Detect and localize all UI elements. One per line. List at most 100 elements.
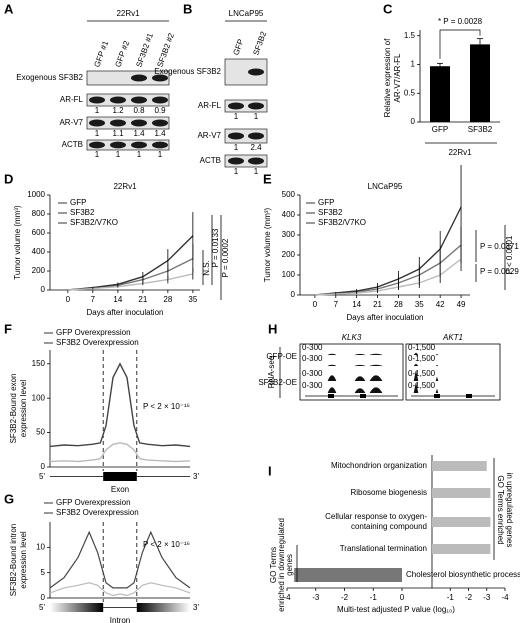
x-tick-label: 0	[66, 295, 71, 304]
band	[228, 132, 244, 140]
band	[248, 68, 264, 76]
assay-label: RNA-seq	[267, 356, 276, 388]
x-axis-label: 22Rv1	[448, 148, 472, 157]
track-box	[405, 343, 501, 401]
y-tick-label: 50	[36, 428, 45, 437]
series-line	[49, 582, 191, 597]
x-tick-label: 7	[334, 300, 339, 309]
group-label: enriched in downregulated	[277, 518, 286, 612]
quantification: 1	[254, 167, 259, 176]
panel-label: D	[4, 171, 13, 186]
legend-label: SF3B2/V7KO	[318, 218, 366, 227]
exon-box	[136, 603, 190, 612]
cell-line: LNCaP95	[229, 9, 264, 18]
band	[248, 132, 264, 140]
y-tick-label: 10	[36, 542, 45, 551]
panel-label: A	[4, 1, 14, 16]
legend-label: GFP	[318, 198, 334, 207]
panel-label: H	[268, 321, 277, 336]
band	[152, 119, 168, 127]
coverage-track	[327, 387, 383, 394]
category-label: containing compound	[351, 522, 427, 531]
category-label: Cholesterol biosynthetic process	[406, 570, 520, 579]
annotation: P = 0.0002	[221, 238, 230, 277]
row-label: AR-V7	[59, 118, 83, 127]
legend-label: GFP	[70, 198, 86, 207]
legend-label: GFP Overexpression	[56, 498, 131, 507]
y-axis-label: Tumor volume (mm³)	[13, 205, 22, 280]
lane-label: GFP	[231, 38, 245, 57]
category-label: Ribosome biogenesis	[351, 488, 428, 497]
panel-label: G	[4, 491, 14, 506]
quantification: 1	[137, 150, 142, 159]
panel-label: F	[4, 321, 12, 336]
quantification: 1	[158, 150, 163, 159]
y-tick-label: 0	[41, 285, 46, 294]
x-tick-label: 28	[163, 295, 172, 304]
x-tick-label: 35	[415, 300, 424, 309]
bar	[432, 488, 491, 498]
legend-label: SF3B2 Overexpression	[56, 508, 139, 517]
track-scale: 0-300	[302, 354, 323, 363]
legend-label: SF3B2/V7KO	[70, 218, 118, 227]
x-tick-label: 42	[436, 300, 445, 309]
sample-label: GFP-OE	[266, 352, 297, 361]
band	[110, 141, 126, 149]
y-tick-label: 500	[282, 190, 296, 199]
band	[152, 74, 168, 82]
blot-panel	[86, 116, 170, 130]
band	[228, 157, 244, 165]
y-tick-label: 1000	[27, 190, 45, 199]
y-axis-label: expression level	[19, 531, 28, 589]
lane-label: SF3B2 #2	[155, 31, 176, 68]
band	[152, 96, 168, 104]
coverage-track	[327, 353, 383, 356]
quantification: 0.8	[133, 106, 145, 115]
band	[131, 74, 147, 82]
band	[228, 102, 244, 110]
band	[131, 96, 147, 104]
series-line	[49, 362, 191, 448]
x-region-label: 3'	[193, 603, 199, 612]
y-axis-label: Relative expression of	[383, 38, 392, 117]
chart-title: 22Rv1	[113, 182, 137, 191]
exon	[328, 394, 334, 398]
annotation: P = 0.0133	[211, 228, 220, 267]
coverage-track	[413, 370, 439, 382]
quantification: 1	[234, 167, 239, 176]
y-tick-label: 100	[282, 270, 296, 279]
quantification: 1	[95, 150, 100, 159]
x-tick-label: 21	[373, 300, 382, 309]
category-label: Translational termination	[340, 544, 427, 553]
coverage-track	[327, 364, 383, 367]
gene-name: KLK3	[342, 333, 362, 342]
band	[89, 119, 105, 127]
y-tick-label: 200	[282, 250, 296, 259]
coverage-track	[413, 352, 439, 356]
chart-title: LNCaP95	[368, 182, 403, 191]
x-tick-label: 14	[352, 300, 361, 309]
annotation: P < 2 × 10⁻¹⁶	[143, 402, 190, 411]
x-tick-label: -1	[370, 593, 378, 602]
y-tick-label: 200	[32, 266, 46, 275]
quantification: 0.9	[154, 106, 166, 115]
category-label: Mitochondrion organization	[331, 461, 427, 470]
x-tick-label: -2	[465, 593, 473, 602]
row-label: Exogenous SF3B2	[154, 67, 221, 76]
coverage-track	[327, 375, 383, 382]
x-tick-label: 0	[400, 593, 405, 602]
series-line	[67, 273, 194, 291]
y-tick-label: 0.5	[404, 88, 416, 97]
band	[152, 141, 168, 149]
track-scale: 0-1,500	[408, 343, 436, 352]
band	[89, 141, 105, 149]
x-axis-label: Days after inoculation	[347, 313, 424, 322]
lane-label: SF3B2 #1	[134, 31, 155, 68]
x-tick-label: 28	[394, 300, 403, 309]
y-tick-label: 800	[32, 209, 46, 218]
y-axis-label: Tumor volume (mm³)	[263, 207, 272, 282]
track-scale: 0-300	[302, 369, 323, 378]
x-region-label: Intron	[110, 616, 130, 623]
band	[110, 119, 126, 127]
annotation: * P = 0.0028	[438, 17, 483, 26]
